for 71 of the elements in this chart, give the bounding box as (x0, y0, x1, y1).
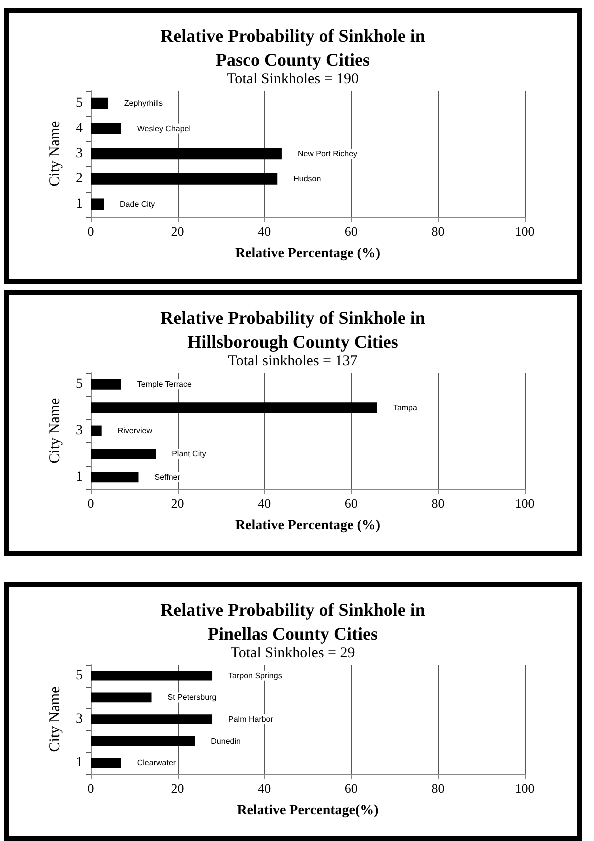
x-tick-label: 40 (258, 496, 272, 511)
x-tick-label: 0 (88, 496, 94, 511)
data-label: Riverview (118, 426, 153, 436)
y-tick-label: 1 (76, 756, 83, 771)
chart-title: Relative Probability of Sinkhole in Hillsborough County Cities (160, 308, 426, 352)
x-tick-label: 20 (171, 496, 184, 511)
data-label: New Port Richey (298, 150, 358, 158)
x-axis-title: Relative Percentage(%) (237, 804, 380, 818)
bar (91, 123, 122, 134)
y-tick-label: 5 (76, 668, 83, 684)
data-label: Clearwater (137, 758, 176, 768)
y-tick-label: 3 (76, 712, 83, 727)
bar (91, 736, 196, 746)
y-tick-label: 1 (76, 470, 83, 485)
x-tick-label: 0 (88, 224, 94, 239)
data-label: Wesley Chapel (137, 124, 192, 134)
y-tick-label: 5 (76, 96, 83, 112)
x-tick-label: 40 (258, 224, 272, 239)
chart-title: Relative Probability of Sinkhole in Pinellas County Cities (160, 600, 426, 644)
y-axis-title: City Name (48, 120, 64, 187)
x-tick-label: 100 (515, 496, 535, 511)
bar (91, 758, 122, 768)
bar (91, 402, 378, 414)
data-label: Tampa (393, 403, 418, 412)
data-label: St Petersburg (168, 693, 217, 702)
y-tick-label: 5 (76, 377, 83, 392)
data-label: Hudson (294, 174, 322, 184)
bar (91, 148, 282, 160)
y-tick-label: 3 (76, 424, 83, 438)
x-axis-title: Relative Percentage (%) (235, 246, 381, 262)
x-tick-label: 60 (344, 224, 358, 239)
data-label: Temple Terrace (137, 380, 192, 390)
x-tick-label: 100 (515, 781, 535, 796)
bar (91, 379, 122, 390)
bar (91, 98, 108, 110)
x-tick-label: 60 (344, 496, 358, 511)
x-tick-label: 20 (171, 781, 184, 796)
x-tick-label: 20 (171, 224, 184, 239)
data-label: Zephyrhills (124, 99, 164, 108)
data-label: Dunedin (211, 736, 241, 746)
bar (91, 670, 213, 681)
x-tick-label: 0 (88, 781, 94, 796)
y-tick-label: 4 (76, 121, 83, 136)
bar (91, 174, 278, 185)
y-tick-label: 1 (76, 196, 83, 212)
chart-subtitle: Total Sinkholes = 29 (230, 646, 356, 662)
x-tick-label: 40 (258, 781, 272, 796)
y-axis-title: City Name (48, 398, 64, 464)
data-label: Plant City (172, 450, 206, 459)
bar (91, 426, 102, 436)
y-axis-title: City Name (48, 686, 64, 752)
data-label: Seffner (154, 472, 181, 482)
x-axis-title: Relative Percentage (%) (235, 518, 381, 534)
bar (91, 714, 213, 724)
y-tick-label: 2 (76, 172, 83, 187)
x-tick-label: 80 (432, 781, 445, 796)
bar (91, 198, 104, 210)
x-tick-label: 60 (344, 781, 358, 796)
chart-title: Relative Probability of Sinkhole in Pasco County Cities (160, 26, 426, 70)
data-label: Tarpon Springs (228, 671, 282, 680)
chart-subtitle: Total Sinkholes = 190 (227, 72, 359, 88)
x-tick-label: 80 (432, 224, 445, 239)
data-label: Palm Harbor (228, 715, 274, 724)
bar (91, 692, 152, 703)
x-tick-label: 100 (515, 224, 535, 239)
y-tick-label: 3 (76, 146, 83, 162)
data-label: Dade City (120, 200, 156, 209)
bar (91, 448, 156, 460)
chart-subtitle: Total sinkholes = 137 (228, 354, 358, 370)
x-tick-label: 80 (432, 496, 445, 511)
bar (91, 472, 139, 483)
